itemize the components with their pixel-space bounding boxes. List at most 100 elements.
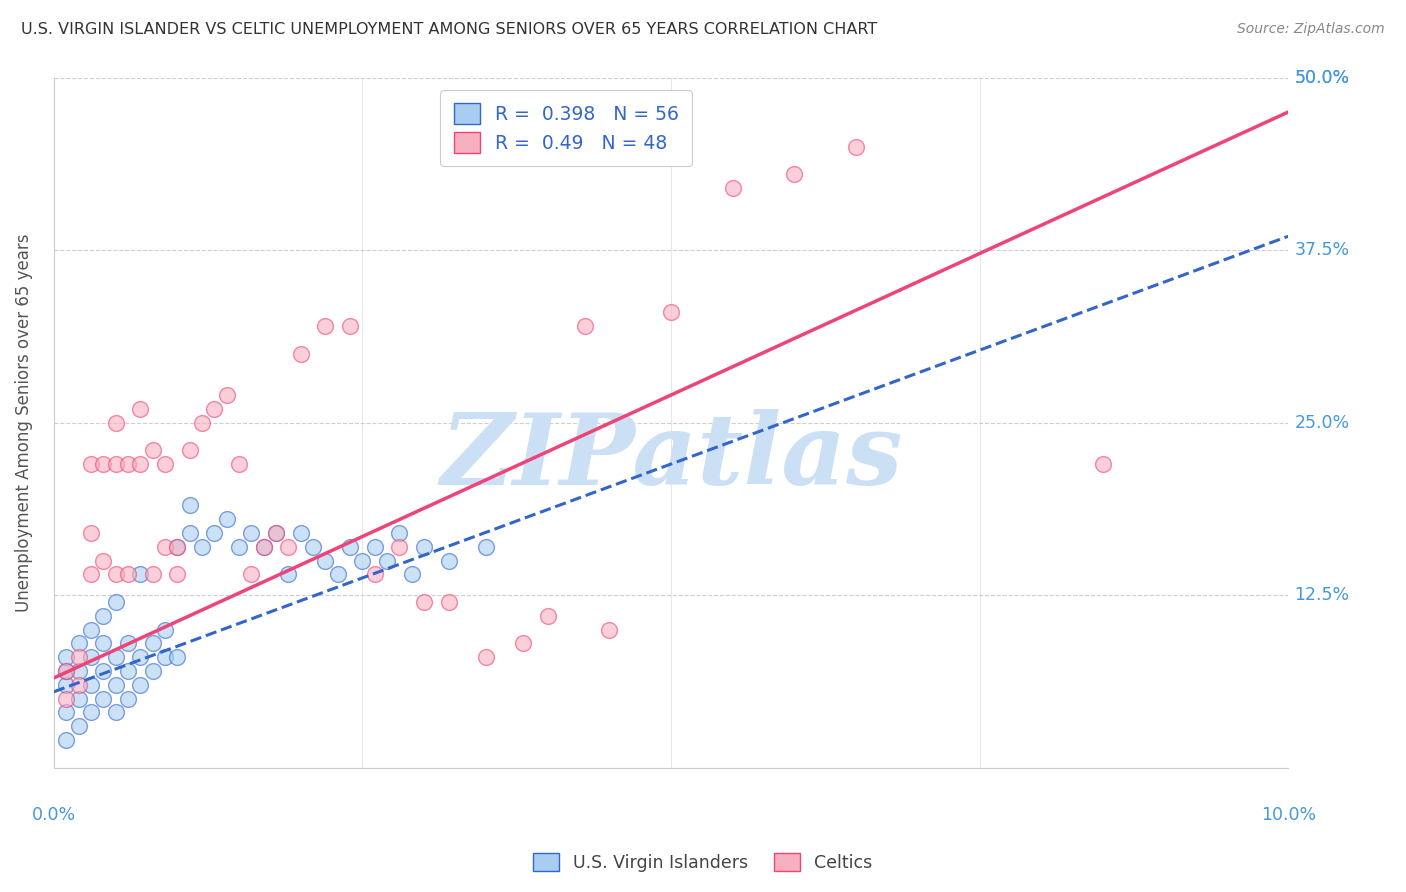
Point [166, 540, 188, 554]
Point [91, 608, 114, 623]
Point [202, 526, 225, 541]
Point [142, 636, 165, 650]
Point [67, 650, 90, 665]
Point [104, 567, 127, 582]
Point [721, 181, 744, 195]
Point [240, 526, 263, 541]
Text: 0.0%: 0.0% [32, 805, 76, 823]
Point [153, 650, 176, 665]
Point [179, 499, 201, 513]
Point [364, 540, 387, 554]
Point [253, 540, 276, 554]
Point [55, 650, 77, 665]
Point [290, 526, 312, 541]
Point [413, 540, 436, 554]
Point [166, 540, 188, 554]
Point [475, 540, 498, 554]
Text: 37.5%: 37.5% [1295, 241, 1350, 259]
Point [413, 595, 436, 609]
Point [228, 540, 250, 554]
Point [264, 526, 287, 541]
Point [314, 318, 336, 333]
Point [277, 540, 299, 554]
Point [142, 567, 165, 582]
Point [142, 443, 165, 458]
Point [104, 678, 127, 692]
Point [659, 305, 682, 319]
Y-axis label: Unemployment Among Seniors over 65 years: Unemployment Among Seniors over 65 years [15, 234, 32, 612]
Point [215, 388, 238, 402]
Point [179, 443, 201, 458]
Point [574, 318, 596, 333]
Point [129, 567, 152, 582]
Point [228, 457, 250, 471]
Point [437, 595, 460, 609]
Point [67, 636, 90, 650]
Point [314, 554, 336, 568]
Text: 10.0%: 10.0% [1261, 805, 1316, 823]
Point [80, 678, 103, 692]
Point [117, 691, 139, 706]
Point [55, 733, 77, 747]
Point [67, 719, 90, 733]
Point [80, 457, 103, 471]
Point [117, 567, 139, 582]
Point [91, 664, 114, 678]
Point [437, 554, 460, 568]
Point [153, 623, 176, 637]
Point [129, 678, 152, 692]
Point [512, 636, 534, 650]
Point [536, 608, 558, 623]
Point [55, 664, 77, 678]
Point [845, 139, 868, 153]
Point [80, 623, 103, 637]
Point [388, 526, 411, 541]
Point [375, 554, 398, 568]
Point [117, 457, 139, 471]
Point [67, 664, 90, 678]
Point [191, 540, 214, 554]
Point [339, 318, 361, 333]
Point [352, 554, 374, 568]
Point [783, 167, 806, 181]
Point [339, 540, 361, 554]
Point [153, 540, 176, 554]
Point [129, 401, 152, 416]
Point [91, 457, 114, 471]
Point [104, 457, 127, 471]
Point [55, 706, 77, 720]
Legend: R =  0.398   N = 56, R =  0.49   N = 48: R = 0.398 N = 56, R = 0.49 N = 48 [440, 90, 692, 166]
Point [1092, 457, 1115, 471]
Point [117, 636, 139, 650]
Point [80, 650, 103, 665]
Point [302, 540, 325, 554]
Point [67, 678, 90, 692]
Point [388, 540, 411, 554]
Text: Source: ZipAtlas.com: Source: ZipAtlas.com [1237, 22, 1385, 37]
Point [104, 706, 127, 720]
Point [277, 567, 299, 582]
Text: 50.0%: 50.0% [1295, 69, 1350, 87]
Point [91, 691, 114, 706]
Point [80, 526, 103, 541]
Point [153, 457, 176, 471]
Text: U.S. VIRGIN ISLANDER VS CELTIC UNEMPLOYMENT AMONG SENIORS OVER 65 YEARS CORRELAT: U.S. VIRGIN ISLANDER VS CELTIC UNEMPLOYM… [21, 22, 877, 37]
Point [80, 706, 103, 720]
Text: 12.5%: 12.5% [1295, 586, 1350, 604]
Point [191, 416, 214, 430]
Point [55, 678, 77, 692]
Point [166, 567, 188, 582]
Point [55, 691, 77, 706]
Point [91, 636, 114, 650]
Legend: U.S. Virgin Islanders, Celtics: U.S. Virgin Islanders, Celtics [526, 847, 880, 879]
Text: ZIPatlas: ZIPatlas [440, 409, 903, 506]
Point [129, 457, 152, 471]
Point [104, 595, 127, 609]
Text: 50.0%: 50.0% [1295, 69, 1350, 87]
Point [202, 401, 225, 416]
Point [179, 526, 201, 541]
Point [326, 567, 349, 582]
Point [80, 567, 103, 582]
Point [142, 664, 165, 678]
Point [166, 650, 188, 665]
